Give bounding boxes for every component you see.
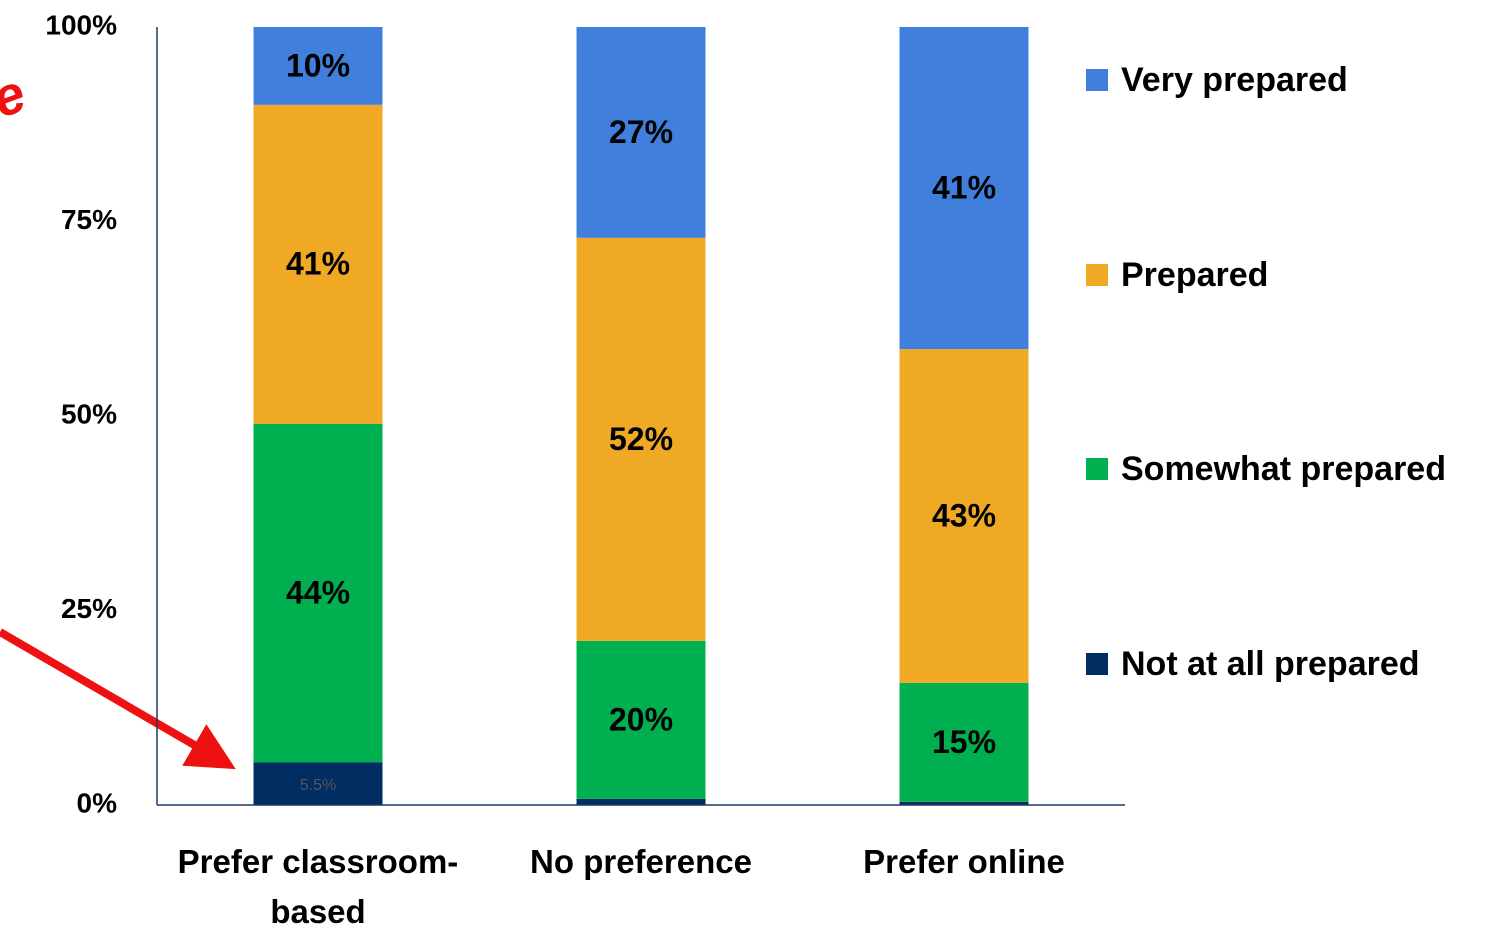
- bar-segment: [899, 682, 1029, 802]
- legend-label: Somewhat prepared: [1121, 450, 1446, 488]
- x-tick-label: Prefer online: [863, 843, 1065, 880]
- data-label: 44%: [286, 574, 350, 610]
- annotation: e: [0, 63, 33, 130]
- legend-label: Prepared: [1121, 256, 1268, 294]
- data-label: 10%: [286, 47, 350, 83]
- y-tick-label: 75%: [61, 204, 117, 235]
- x-tick-label: Prefer classroom-based: [177, 843, 459, 930]
- bar-segment: [253, 27, 383, 105]
- legend-label: Very prepared: [1121, 61, 1348, 99]
- bar-segment: [576, 27, 706, 238]
- legend-swatch: [1086, 264, 1108, 286]
- legend-swatch: [1086, 458, 1108, 480]
- data-label: 5.5%: [300, 777, 336, 794]
- bar-segment: [253, 762, 383, 805]
- y-tick-label: 50%: [61, 398, 117, 429]
- data-label: 41%: [932, 169, 996, 205]
- bar-segment: [576, 798, 706, 805]
- bar-segment: [899, 27, 1029, 350]
- y-tick-label: 0%: [77, 787, 118, 818]
- data-label: 52%: [609, 421, 673, 457]
- legend-swatch: [1086, 69, 1108, 91]
- bar-segment: [576, 640, 706, 799]
- x-tick-label: No preference: [530, 843, 752, 880]
- data-label: 43%: [932, 497, 996, 533]
- data-label: 27%: [609, 114, 673, 150]
- arrow: [0, 628, 236, 770]
- legend-swatch: [1086, 653, 1108, 675]
- data-label: 15%: [932, 724, 996, 760]
- data-label: 41%: [286, 246, 350, 282]
- bar-segment: [899, 801, 1029, 805]
- bar-segment: [253, 423, 383, 763]
- bar-segment: [253, 104, 383, 424]
- legend-label: Not at all prepared: [1121, 645, 1420, 683]
- y-tick-label: 25%: [61, 593, 117, 624]
- bar-segment: [899, 349, 1029, 683]
- data-label: 20%: [609, 701, 673, 737]
- y-tick-label: 100%: [45, 9, 117, 40]
- bar-segment: [576, 237, 706, 641]
